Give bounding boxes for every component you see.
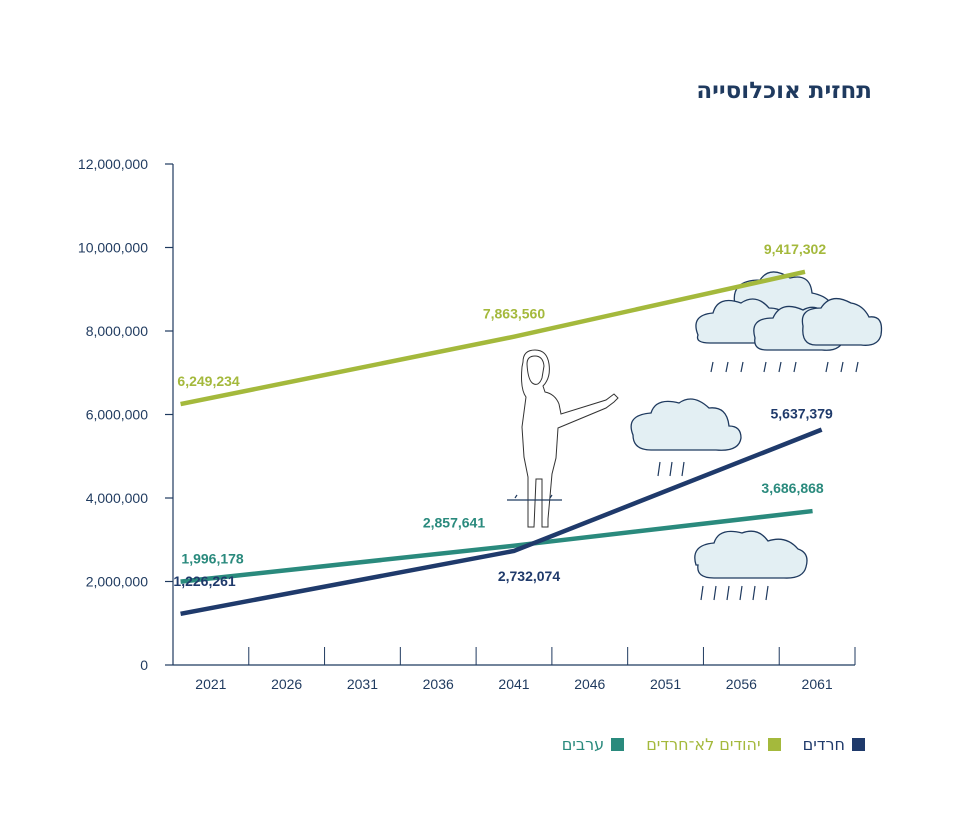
rain-cloud-icon (630, 398, 742, 477)
legend-swatch (852, 738, 865, 751)
series-line (180, 508, 813, 584)
legend-swatch (767, 738, 781, 751)
data-label: 1,996,178 (181, 551, 243, 567)
data-label: 6,249,234 (177, 373, 239, 389)
series-line (180, 427, 823, 617)
axes: 0 2,000,000 4,000,000 6,000,000 8,000,000 10,… (78, 156, 856, 692)
y-tick-label: 10,000,000 (78, 240, 148, 256)
x-tick-label: 2026 (271, 676, 302, 692)
data-label: 7,863,560 (483, 306, 545, 322)
series-line (180, 269, 806, 407)
series-lines (180, 269, 823, 617)
y-tick-label: 4,000,000 (86, 490, 148, 506)
data-labels: 6,249,234 7,863,560 9,417,302 1,996,178 2,85… (173, 241, 833, 589)
x-tick-label: 2021 (195, 676, 226, 692)
x-tick-label: 2031 (347, 676, 378, 692)
x-tick-label: 2041 (498, 676, 529, 692)
y-tick-label: 2,000,000 (86, 574, 148, 590)
y-tick-label: 12,000,000 (78, 156, 148, 172)
illustrations (507, 271, 883, 601)
legend-label: חרדים (802, 735, 845, 754)
data-label: 5,637,379 (771, 406, 833, 422)
legend-item-arabs: ערבים (562, 735, 625, 754)
x-tick-label: 2061 (802, 676, 833, 692)
data-label: 2,857,641 (423, 515, 485, 531)
y-tick-label: 0 (140, 657, 148, 673)
x-tick-label: 2051 (650, 676, 681, 692)
y-tick-label: 6,000,000 (86, 407, 148, 423)
legend-item-haredim: חרדים (803, 735, 865, 754)
legend-swatch (611, 738, 625, 751)
legend: חרדים יהודים לא־חרדים ערבים (562, 735, 865, 754)
data-label: 2,732,074 (498, 568, 560, 584)
woman-pointing-icon (507, 349, 619, 528)
y-tick-label: 8,000,000 (86, 323, 148, 339)
legend-item-non-haredi-jews: יהודים לא־חרדים (646, 735, 781, 754)
x-tick-label: 2036 (423, 676, 454, 692)
rain-cloud-icon (694, 530, 808, 601)
x-tick-label: 2046 (574, 676, 605, 692)
data-label: 1,226,261 (173, 573, 235, 589)
legend-label: יהודים לא־חרדים (646, 735, 761, 754)
chart-title: תחזית אוכלוסייה (696, 78, 872, 104)
data-label: 9,417,302 (764, 241, 826, 257)
x-tick-label: 2056 (726, 676, 757, 692)
rain-cloud-icon (801, 297, 883, 346)
legend-label: ערבים (561, 735, 605, 754)
data-label: 3,686,868 (761, 480, 823, 496)
